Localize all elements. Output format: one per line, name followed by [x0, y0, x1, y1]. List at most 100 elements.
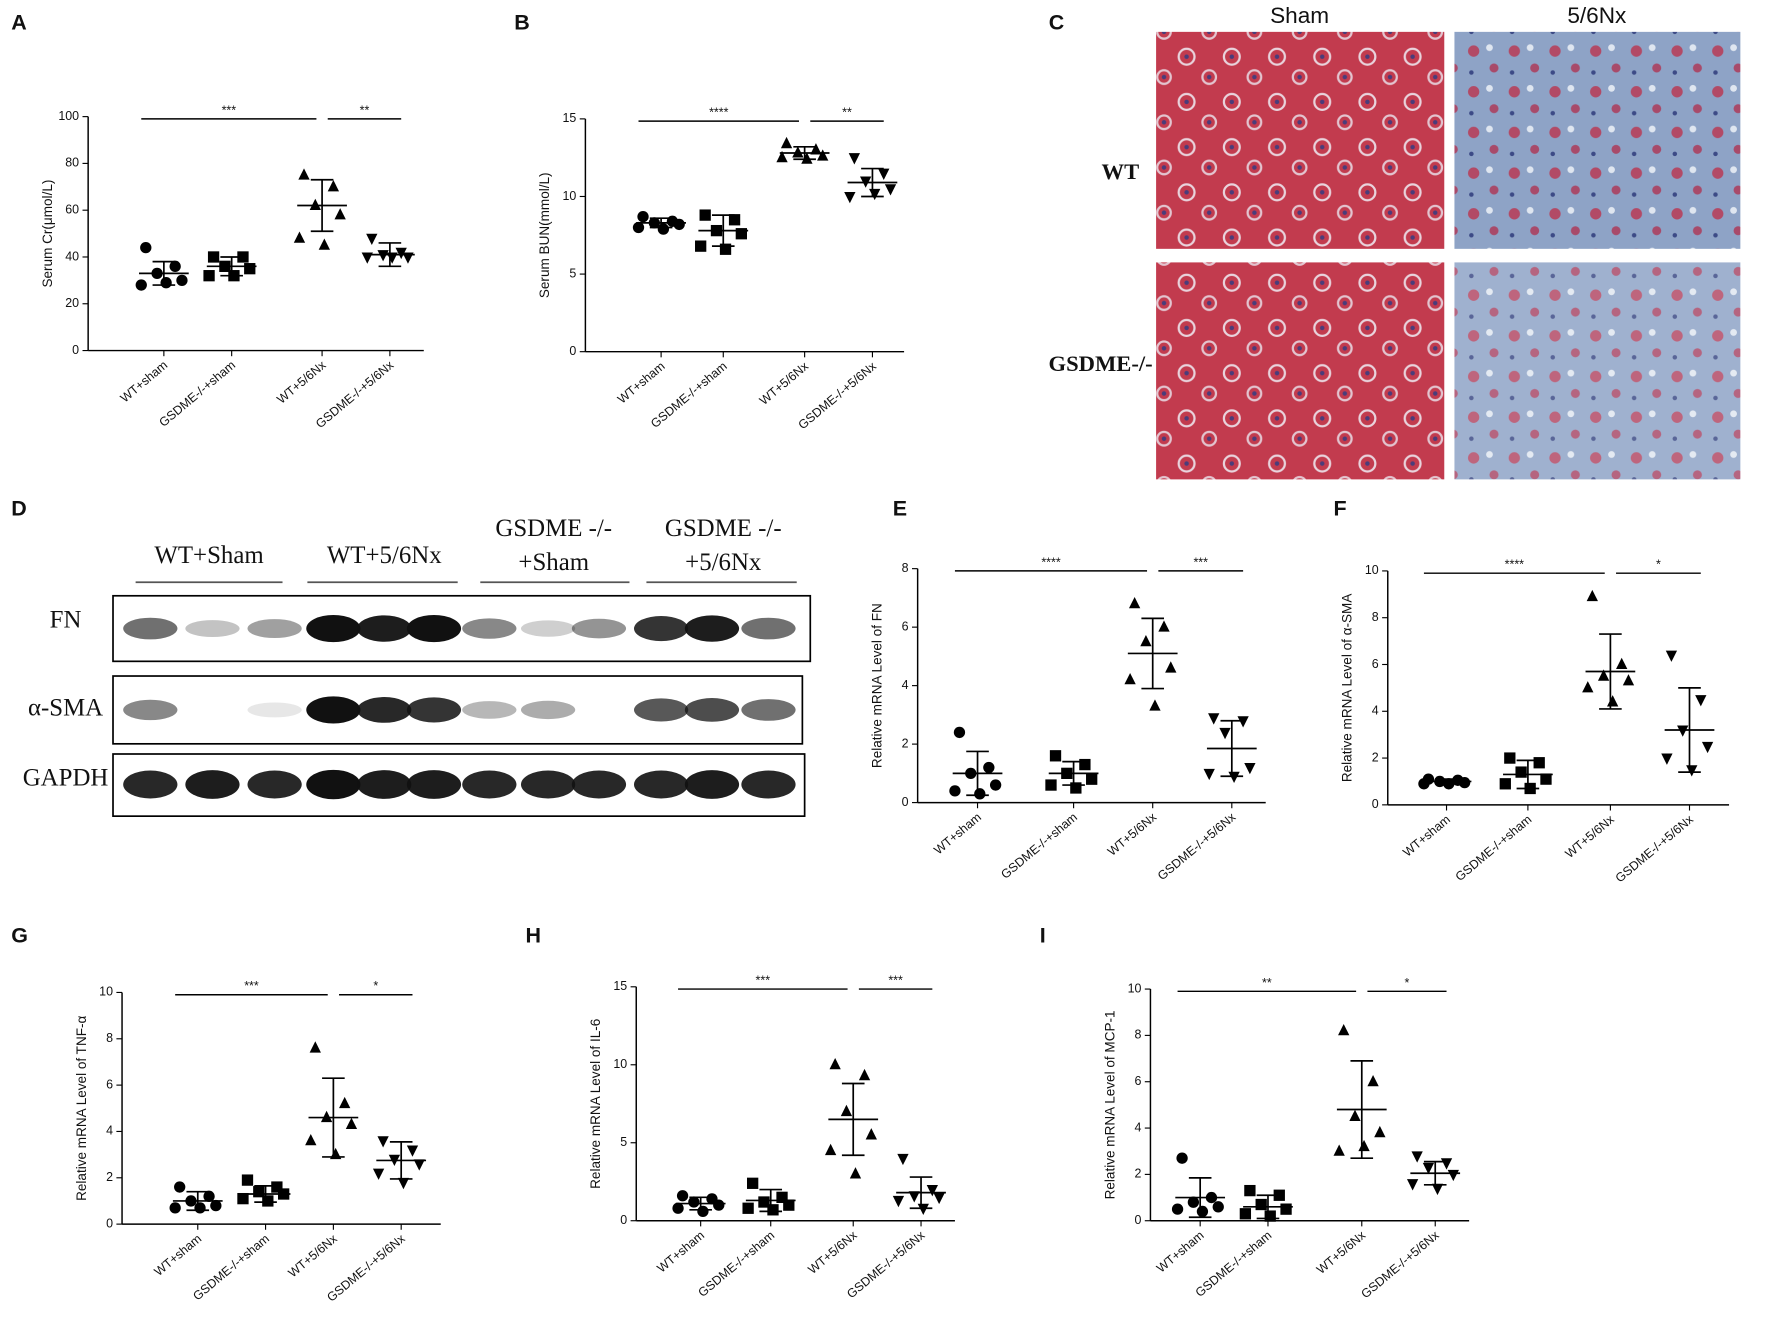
blot-band	[633, 770, 689, 799]
data-point	[840, 1104, 853, 1117]
error-bar	[1256, 1194, 1280, 1220]
data-point	[1338, 1023, 1350, 1036]
significance-label: ***	[1193, 555, 1208, 569]
data-point	[1374, 1125, 1386, 1138]
data-point	[262, 1195, 274, 1207]
data-point	[345, 1117, 358, 1130]
data-point	[780, 136, 793, 149]
data-point	[169, 1202, 181, 1214]
data-point	[688, 1196, 700, 1208]
data-point	[699, 209, 711, 221]
y-tick-label: 0	[569, 344, 576, 358]
data-point	[1686, 765, 1698, 777]
x-tick-label: WT+5/6Nx	[1105, 809, 1160, 858]
y-tick-label: 10	[563, 189, 577, 203]
error-bar	[186, 1190, 210, 1212]
error-bar	[1062, 760, 1085, 786]
row-label: GSDME-/-	[1049, 351, 1153, 376]
error-bar	[793, 145, 816, 161]
x-tick-label: GSDME-/-+5/6Nx	[1358, 1228, 1442, 1302]
x-tick-label: GSDME-/-+5/6Nx	[1155, 809, 1239, 883]
data-point	[135, 279, 147, 291]
histology-images	[1156, 31, 1741, 480]
data-point	[1228, 771, 1240, 784]
data-point	[810, 143, 822, 155]
data-point	[293, 231, 306, 243]
x-tick-label: GSDME-/-+5/6Nx	[1613, 812, 1697, 886]
y-tick-label: 4	[106, 1124, 113, 1138]
data-point	[1128, 596, 1141, 609]
y-tick-label: 10	[1365, 563, 1379, 577]
data-point	[1447, 1169, 1459, 1182]
y-tick-label: 40	[65, 249, 79, 263]
data-point	[801, 152, 813, 164]
y-tick-label: 2	[1372, 750, 1379, 764]
data-point	[1212, 1201, 1224, 1213]
y-tick-label: 8	[1134, 1028, 1141, 1042]
y-tick-label: 0	[1134, 1213, 1141, 1227]
data-point	[1149, 699, 1161, 711]
blot-band	[462, 701, 517, 719]
data-point	[1140, 634, 1152, 647]
blot-band	[306, 696, 361, 724]
data-point	[697, 1205, 709, 1218]
blot-group-label: +5/6Nx	[685, 549, 762, 576]
blot-band	[123, 770, 178, 799]
x-tick-label: WT+5/6Nx	[757, 359, 812, 408]
data-point	[953, 726, 966, 739]
y-tick-label: 0	[902, 795, 909, 809]
data-point	[413, 1159, 425, 1171]
column-label: 5/6Nx	[1567, 3, 1627, 28]
y-tick-label: 6	[1372, 657, 1379, 671]
error-bar	[1188, 1177, 1212, 1219]
data-point	[917, 1203, 929, 1216]
data-point	[1264, 1210, 1276, 1222]
y-tick-label: 4	[1372, 704, 1379, 718]
data-point	[271, 1181, 283, 1193]
data-point	[1422, 1162, 1435, 1175]
data-point	[783, 1199, 795, 1211]
data-point	[758, 1196, 770, 1208]
data-point	[1586, 589, 1598, 602]
blot-row-label: α-SMA	[28, 695, 103, 722]
data-point	[1086, 773, 1098, 785]
column-label: Sham	[1270, 3, 1329, 28]
data-point	[309, 1041, 321, 1053]
significance-label: ****	[1041, 555, 1061, 569]
data-point	[974, 788, 986, 800]
blot-band	[571, 770, 627, 799]
data-point	[897, 1153, 909, 1166]
data-point	[1406, 1179, 1419, 1191]
y-tick-label: 6	[1134, 1074, 1141, 1088]
y-tick-label: 100	[58, 109, 79, 123]
panel-letter: A	[11, 11, 27, 35]
data-point	[1622, 674, 1635, 686]
data-point	[1661, 753, 1673, 765]
panel-letter: B	[514, 11, 530, 35]
data-point	[742, 1202, 754, 1214]
blot-band	[406, 770, 462, 799]
blot-band	[462, 618, 517, 639]
data-point	[194, 1202, 206, 1214]
data-point	[244, 263, 256, 275]
data-point	[1187, 1196, 1200, 1208]
data-point	[241, 1174, 254, 1186]
blot-band	[185, 620, 240, 638]
data-point	[926, 1185, 938, 1197]
error-bar	[389, 1141, 413, 1180]
error-bar	[322, 1077, 345, 1158]
error-bar	[649, 217, 673, 229]
data-point	[318, 238, 330, 250]
data-point	[253, 1186, 265, 1198]
data-point	[1440, 1158, 1453, 1170]
significance-label: ****	[1505, 558, 1525, 572]
y-axis-label: Relative mRNA Level of FN	[869, 603, 884, 768]
y-tick-label: 2	[1134, 1167, 1141, 1181]
y-axis-label: Relative mRNA Level of IL-6	[588, 1019, 603, 1189]
blot-group-label: +Sham	[518, 549, 589, 576]
x-tick-label: WT+sham	[1154, 1228, 1207, 1275]
y-axis-label: Serum Cr(μmol/L)	[40, 180, 55, 288]
blot-band	[306, 614, 361, 643]
blot-group-label: GSDME -/-	[495, 515, 612, 542]
